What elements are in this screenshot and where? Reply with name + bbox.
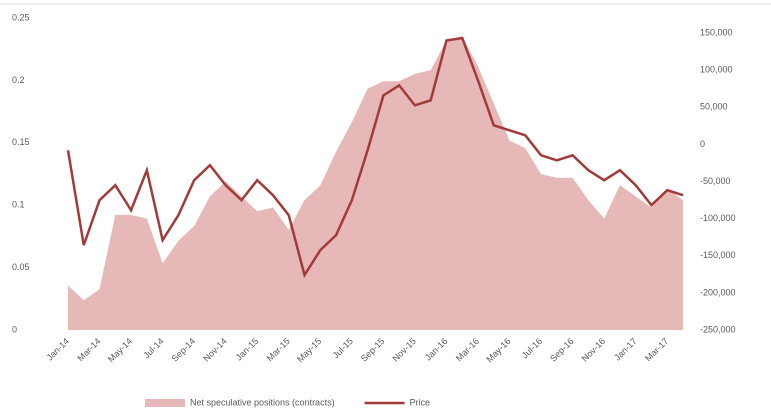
area [68,36,683,331]
y-tick-label: 0.05 [12,262,30,272]
line [66,36,684,279]
y2-tick-label: -100,000 [700,213,736,223]
x-tick-label: Mar-17 [643,336,670,363]
y-tick-label: 0 [12,324,17,334]
x-tick-label: Nov-15 [390,336,418,364]
legend-swatch [145,399,185,407]
x-tick-label: Mar-15 [265,336,292,363]
x-tick-label: Jan-17 [612,336,639,363]
x-tick-label: Sep-14 [170,336,198,364]
y-tick-label: 0.1 [12,200,25,210]
x-tick-label: Jul-16 [520,336,544,360]
y-tick-label: 0.2 [12,75,25,85]
y-tick-label: 0.25 [12,12,30,22]
y2-tick-label: 50,000 [700,102,728,112]
x-tick-label: Jul-14 [141,336,165,360]
y2-tick-label: -150,000 [700,250,736,260]
x-tick-label: Nov-14 [201,336,229,364]
y2-tick-label: 0 [700,139,705,149]
x-tick-label: May-15 [295,336,323,364]
x-tick-label: Mar-16 [454,336,481,363]
y2-tick-label: -50,000 [700,176,731,186]
y2-tick-label: -250,000 [700,324,736,334]
x-tick-label: Jan-16 [423,336,450,363]
x-tick-label: Nov-16 [580,336,608,364]
y2-tick-label: -200,000 [700,287,736,297]
x-tick-label: Sep-15 [359,336,387,364]
x-tick-label: Mar-14 [75,336,102,363]
legend-label: Price [410,397,431,407]
x-tick-label: Jan-14 [45,336,72,363]
y-tick-label: 0.15 [12,137,30,147]
x-tick-label: Jan-15 [234,336,261,363]
x-tick-label: Sep-16 [548,336,576,364]
legend-label: Net speculative positions (contracts) [190,397,335,407]
y2-tick-label: 150,000 [700,27,733,37]
x-tick-label: May-14 [106,336,134,364]
x-tick-label: May-16 [484,336,512,364]
y2-tick-label: 100,000 [700,65,733,75]
x-tick-label: Jul-15 [331,336,355,360]
